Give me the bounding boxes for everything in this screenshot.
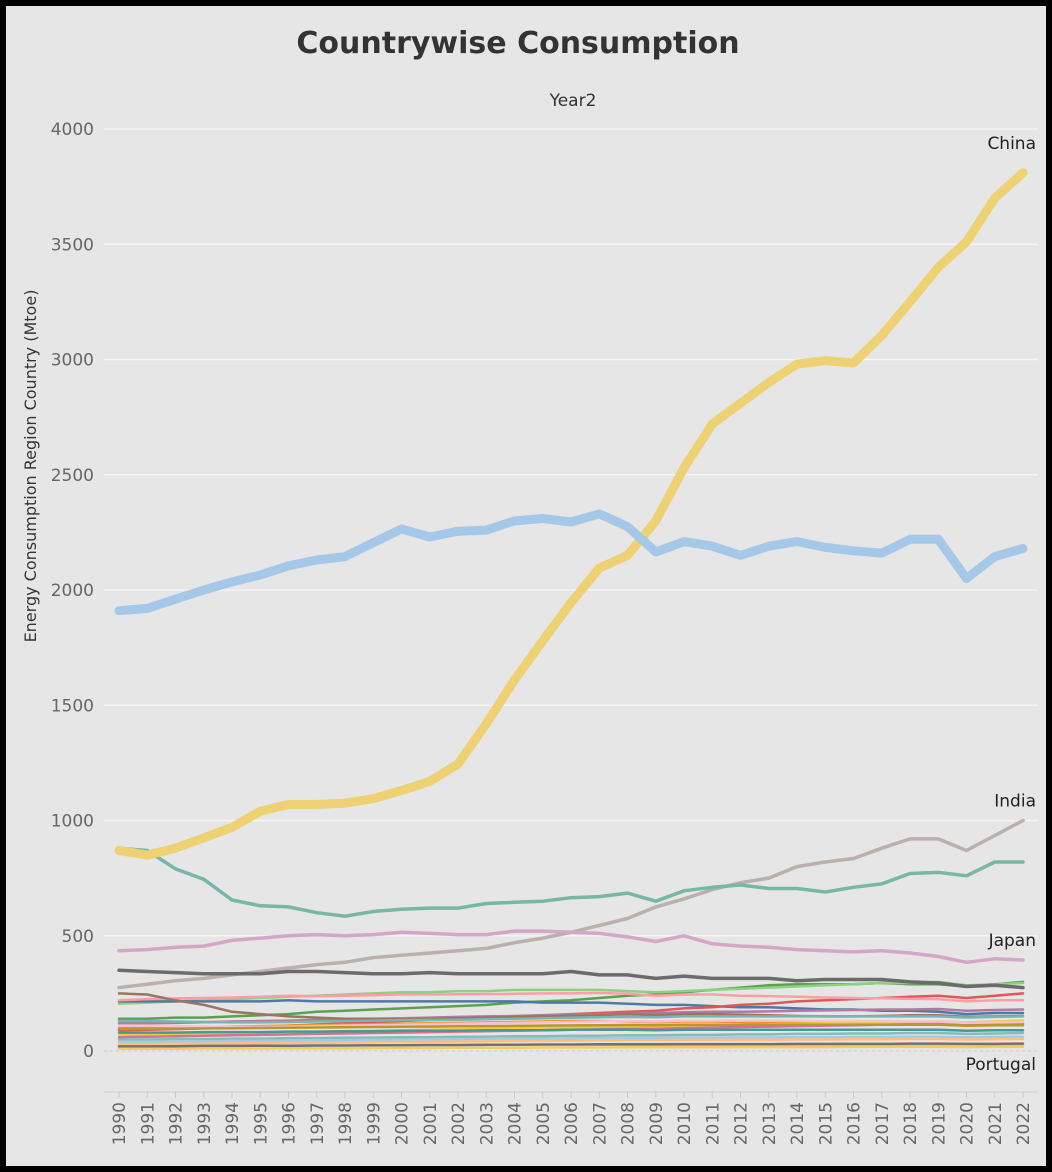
- y-tick-label: 2000: [51, 581, 94, 601]
- series-line: [117, 1035, 1025, 1044]
- series-line: [117, 1042, 1025, 1048]
- x-tick-label: 2015: [816, 1102, 836, 1145]
- x-tick-label: 2018: [901, 1102, 921, 1145]
- series-line: [117, 1045, 1025, 1050]
- x-tick-label: 2005: [534, 1102, 554, 1145]
- series-line: [117, 1028, 1025, 1034]
- x-tick-label: 2021: [986, 1102, 1006, 1145]
- y-tick-label: 1500: [51, 696, 94, 716]
- y-axis-label: Energy Consumption Region Country (Mtoe): [21, 290, 40, 643]
- x-tick-label: 1995: [251, 1102, 271, 1145]
- series-line-china: [114, 168, 1028, 860]
- x-tick-label: 1992: [167, 1102, 187, 1145]
- series-label-portugal: Portugal: [966, 1055, 1036, 1075]
- x-tick-label: 2011: [703, 1102, 723, 1145]
- series-labels: China India Japan Portugal: [966, 134, 1036, 1075]
- series-label-china: China: [987, 134, 1036, 154]
- column-header: Year2: [549, 91, 597, 111]
- y-axis: 0 500 1000 1500 2000 2500 3000 3500 4000: [51, 120, 94, 1062]
- x-tick-label: 1991: [138, 1102, 158, 1145]
- x-tick-label: 2014: [788, 1102, 808, 1145]
- x-tick-label: 2012: [732, 1102, 752, 1145]
- x-tick-label: 2019: [929, 1102, 949, 1145]
- series-line: [114, 509, 1028, 616]
- x-tick-label: 2008: [619, 1102, 639, 1145]
- x-tick-label: 2022: [1014, 1102, 1034, 1145]
- x-tick-label: 2007: [590, 1102, 610, 1145]
- x-tick-label: 2002: [449, 1102, 469, 1145]
- series-line: [117, 846, 1025, 918]
- line-chart: Countrywise Consumption Year2 Energy Con…: [21, 26, 1038, 1145]
- x-tick-label: 2000: [393, 1102, 413, 1145]
- series-line: [117, 999, 1025, 1016]
- series-line: [117, 1037, 1025, 1046]
- x-tick-label: 2013: [760, 1102, 780, 1145]
- x-tick-label: 2016: [845, 1102, 865, 1145]
- chart-title: Countrywise Consumption: [296, 26, 739, 61]
- x-tick-label: 2010: [675, 1102, 695, 1145]
- y-tick-label: 3500: [51, 235, 94, 255]
- x-tick-label: 1996: [280, 1102, 300, 1145]
- x-tick-label: 1997: [308, 1102, 328, 1145]
- x-tick-label: 2004: [506, 1102, 526, 1145]
- x-tick-label: 2020: [958, 1102, 978, 1145]
- series-label-india: India: [994, 792, 1036, 812]
- x-tick-label: 1993: [195, 1102, 215, 1145]
- y-tick-label: 3000: [51, 351, 94, 371]
- x-tick-label: 1998: [336, 1102, 356, 1145]
- series-label-japan: Japan: [988, 931, 1036, 951]
- x-tick-label: 2017: [873, 1102, 893, 1145]
- series-line: [117, 968, 1025, 990]
- y-tick-label: 4000: [51, 120, 94, 140]
- x-tick-label: 2003: [477, 1102, 497, 1145]
- y-tick-label: 0: [83, 1042, 94, 1062]
- chart-frame: Countrywise Consumption Year2 Energy Con…: [6, 6, 1046, 1166]
- series-line: [117, 1031, 1025, 1041]
- x-tick-label: 2006: [562, 1102, 582, 1145]
- x-tick-label: 1994: [223, 1102, 243, 1145]
- x-tick-label: 1999: [364, 1102, 384, 1145]
- x-axis: 1990 1991 1992 1993 1994 1995 1996 1997 1998 1999…: [110, 1092, 1034, 1145]
- series-lines: [114, 168, 1028, 1050]
- x-tick-label: 2009: [647, 1102, 667, 1145]
- series-line: [117, 991, 1025, 1003]
- series-line: [117, 1015, 1025, 1024]
- series-line: [117, 1023, 1025, 1031]
- gridlines: [104, 128, 1038, 1052]
- x-tick-label: 1990: [110, 1102, 130, 1145]
- y-tick-label: 500: [62, 927, 94, 947]
- series-line: [117, 1007, 1025, 1025]
- series-line-japan: [117, 929, 1025, 965]
- y-tick-label: 1000: [51, 812, 94, 832]
- x-tick-label: 2001: [421, 1102, 441, 1145]
- y-tick-label: 2500: [51, 466, 94, 486]
